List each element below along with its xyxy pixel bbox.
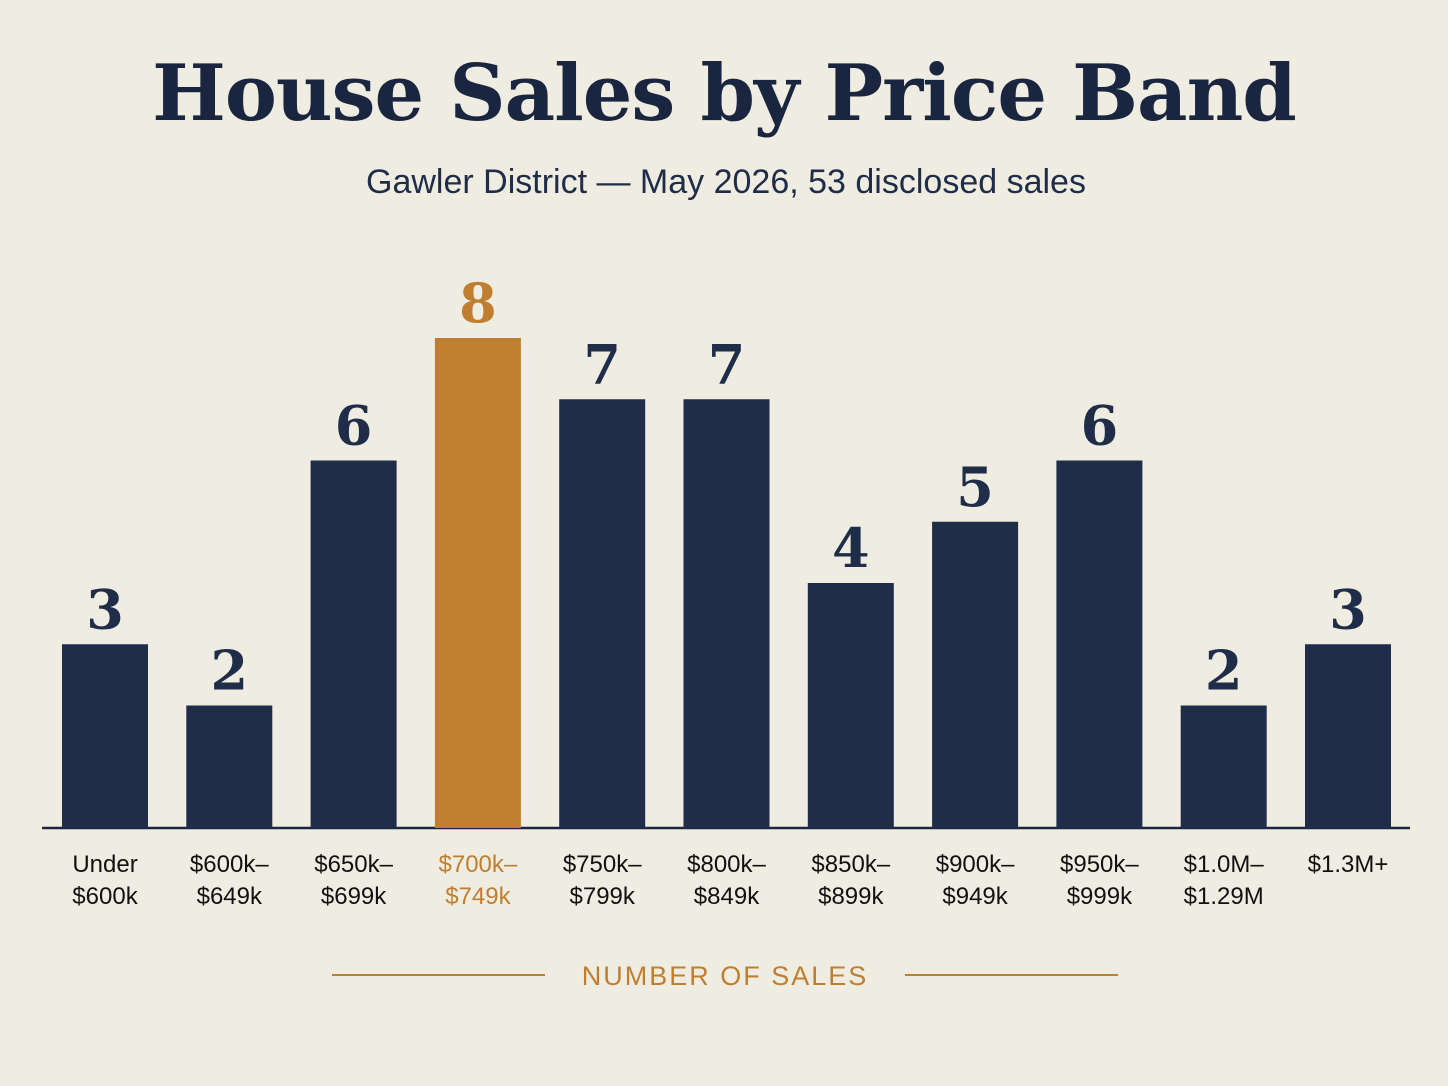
- value-label: 7: [708, 332, 746, 396]
- x-tick-label: $750k–: [563, 851, 642, 878]
- bar: [1056, 460, 1143, 828]
- x-tick-label: $899k: [818, 883, 884, 910]
- bar: [310, 460, 397, 828]
- value-label: 6: [1081, 394, 1119, 458]
- value-label: 2: [211, 639, 249, 703]
- x-tick-label: $1.29M: [1184, 883, 1264, 910]
- chart-subtitle: Gawler District — May 2026, 53 disclosed…: [366, 163, 1086, 201]
- x-tick-label: $700k–: [439, 851, 518, 878]
- bar: [1305, 644, 1391, 828]
- value-label: 8: [459, 271, 497, 335]
- x-tick-label: $850k–: [811, 851, 890, 878]
- value-label: 2: [1205, 639, 1243, 703]
- x-tick-label: Under: [72, 851, 137, 878]
- value-label: 7: [583, 332, 621, 396]
- x-tick-label: $699k: [321, 883, 387, 910]
- x-tick-label: $849k: [694, 883, 760, 910]
- x-tick-label: $600k: [72, 883, 138, 910]
- bar: [559, 399, 646, 828]
- x-tick-label: $749k: [445, 883, 511, 910]
- x-tick-label: $900k–: [936, 851, 1015, 878]
- bar: [434, 338, 521, 828]
- axis-label: NUMBER OF SALES: [582, 961, 869, 991]
- x-tick-label: $949k: [942, 883, 1008, 910]
- bar: [932, 521, 1019, 828]
- bar: [807, 583, 894, 828]
- x-tick-label: $1.0M–: [1184, 851, 1265, 878]
- x-tick-label: $999k: [1067, 883, 1133, 910]
- value-label: 5: [956, 455, 994, 519]
- x-tick-label: $1.3M+: [1308, 851, 1389, 878]
- x-tick-label: $800k–: [687, 851, 766, 878]
- value-label: 6: [335, 394, 373, 458]
- chart-title: House Sales by Price Band: [152, 48, 1296, 139]
- bar: [62, 644, 148, 828]
- x-tick-label: $600k–: [190, 851, 269, 878]
- value-label: 3: [1329, 577, 1367, 641]
- x-tick-label: $650k–: [314, 851, 393, 878]
- value-label: 4: [832, 516, 870, 580]
- x-tick-label: $950k–: [1060, 851, 1139, 878]
- x-tick-label: $799k: [570, 883, 636, 910]
- value-label: 3: [86, 577, 124, 641]
- x-tick-label: $649k: [197, 883, 263, 910]
- bar: [1180, 705, 1267, 828]
- bar: [683, 399, 770, 828]
- bar: [186, 705, 273, 828]
